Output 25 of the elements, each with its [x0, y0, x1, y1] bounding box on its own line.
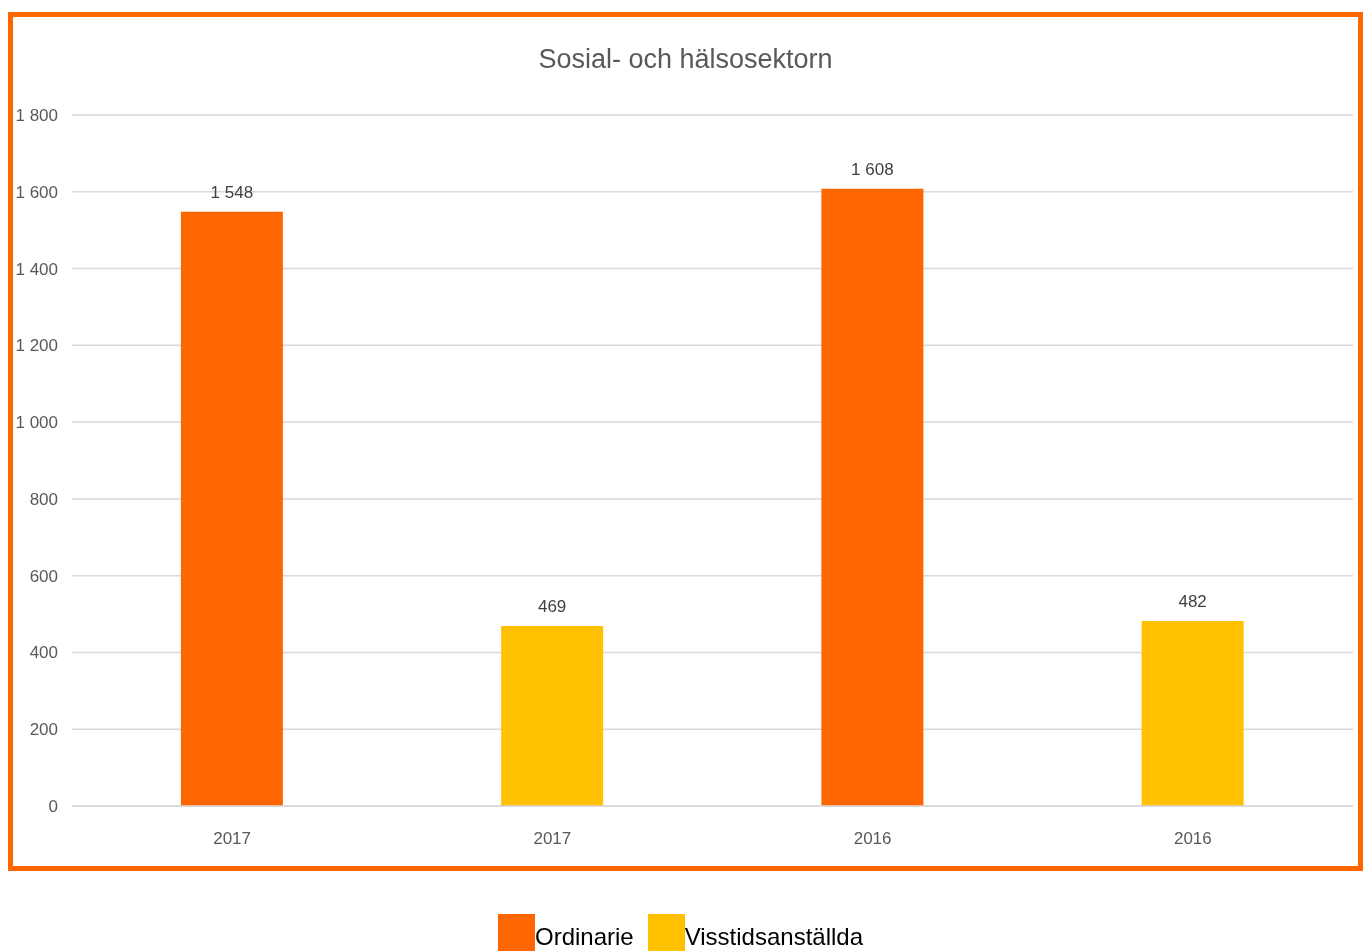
x-tick-label: 2017	[533, 829, 572, 849]
y-tick-label: 600	[29, 566, 58, 586]
chart-title: Sosial- och hälsosektorn	[537, 44, 834, 75]
y-tick-label: 1 200	[15, 336, 58, 356]
data-label: 469	[537, 596, 567, 616]
data-label: 482	[1178, 591, 1207, 611]
data-label: 1 608	[851, 159, 894, 179]
y-tick-label: 1 600	[15, 182, 58, 202]
bar	[821, 188, 924, 806]
y-tick-label: 1 000	[15, 413, 58, 433]
y-tick-label: 1 800	[15, 106, 58, 126]
y-tick-label: 400	[29, 643, 58, 663]
legend-label: Visstidsanställda	[684, 923, 864, 951]
x-tick-label: 2016	[1173, 829, 1212, 849]
y-tick-label: 800	[29, 489, 58, 509]
data-label: 1 548	[210, 182, 254, 202]
bar	[1141, 620, 1244, 806]
bar	[501, 625, 604, 806]
y-tick-label: 200	[29, 720, 58, 740]
x-tick-label: 2017	[213, 829, 252, 849]
legend-label: Ordinarie	[534, 923, 634, 951]
y-tick-label: 0	[48, 797, 58, 817]
x-tick-label: 2016	[853, 829, 892, 849]
y-tick-label: 1 400	[15, 259, 58, 279]
bar	[180, 211, 283, 806]
